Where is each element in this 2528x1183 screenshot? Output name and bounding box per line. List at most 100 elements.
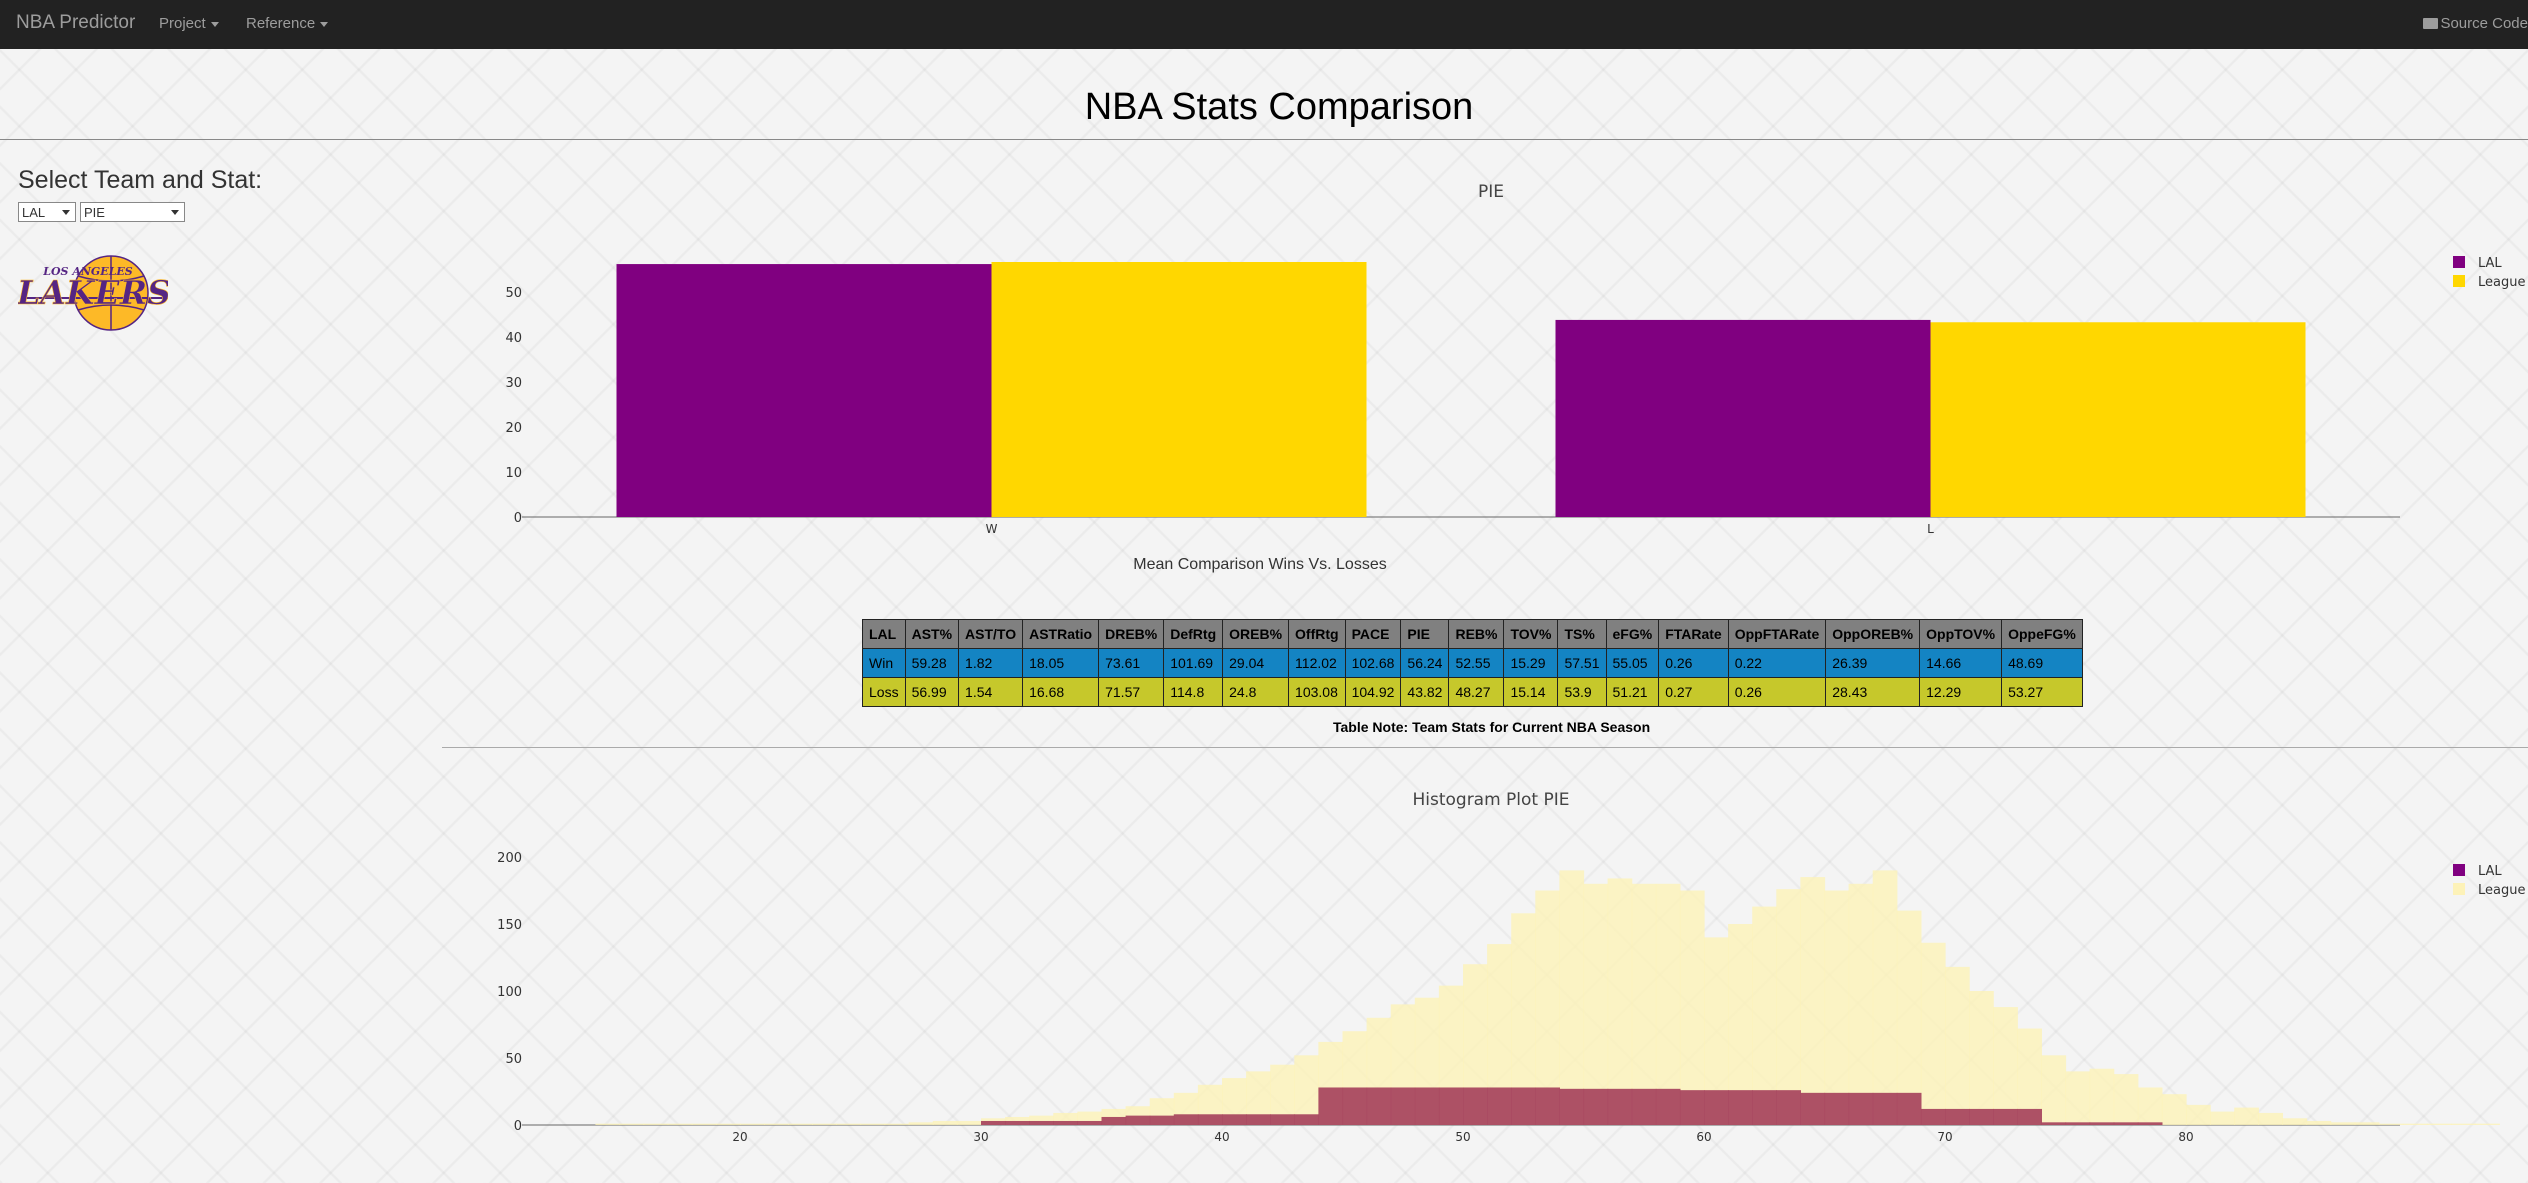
source-code-label: Source Code [2440, 15, 2528, 32]
team-hist-bar [1270, 1114, 1295, 1125]
team-select[interactable]: LAL [18, 202, 76, 222]
table-cell: 14.66 [1919, 648, 2003, 678]
league-hist-bar [2089, 1068, 2115, 1125]
league-hist-bar [1053, 1112, 1078, 1125]
table-cell: 56.24 [1400, 648, 1450, 678]
table-cell: 101.69 [1163, 648, 1224, 678]
league-hist-bar [2378, 1123, 2404, 1125]
league-hist-bar [1920, 942, 1946, 1125]
league-hist-bar [1776, 889, 1801, 1125]
team-hist-bar [1704, 1090, 1729, 1125]
league-hist-bar [1993, 1007, 2018, 1125]
team-hist-bar [1029, 1120, 1054, 1125]
table-header-cell: OREB% [1222, 619, 1290, 649]
team-hist-bar [1294, 1114, 1319, 1125]
league-hist-bar [691, 1123, 717, 1125]
source-code-link[interactable]: Source Code [2423, 15, 2528, 32]
league-hist-bar [1800, 877, 1826, 1125]
x-tick-label: 50 [1455, 1130, 1470, 1144]
team-hist-bar [1559, 1088, 1585, 1125]
table-cell: 15.29 [1503, 648, 1559, 678]
league-hist-bar [812, 1123, 837, 1125]
league-hist-bar [1679, 890, 1705, 1125]
team-hist-bar [1318, 1087, 1344, 1125]
table-cell: 102.68 [1344, 648, 1402, 678]
league-hist-bar [1487, 944, 1512, 1125]
team-hist-bar [1246, 1114, 1271, 1125]
team-hist-bar [1438, 1087, 1464, 1125]
league-hist-bar [1414, 997, 1440, 1125]
table-header-cell: OppOREB% [1825, 619, 1921, 649]
x-tick-label: W [986, 522, 998, 536]
reference-menu[interactable]: Reference [246, 15, 329, 32]
table-header-cell: PIE [1400, 619, 1450, 649]
table-cell: 1.82 [958, 648, 1024, 678]
team-hist-bar [1366, 1087, 1392, 1125]
league-hist-bar [715, 1123, 741, 1125]
navbar: NBA Predictor Project Reference Source C… [0, 0, 2528, 49]
table-cell: 53.27 [2001, 677, 2083, 707]
table-cell: 12.29 [1919, 677, 2003, 707]
league-hist-bar [2234, 1107, 2259, 1125]
league-hist-bar [1969, 991, 1994, 1125]
table-header-cell: DREB% [1098, 619, 1165, 649]
league-hist-bar [1511, 913, 1536, 1125]
brand-link[interactable]: NBA Predictor [16, 12, 136, 33]
league-hist-bar [2330, 1122, 2356, 1125]
table-cell: 59.28 [904, 648, 960, 678]
team-hist-bar [1053, 1120, 1078, 1125]
table-cell: 15.14 [1503, 677, 1559, 707]
league-hist-bar [788, 1123, 813, 1125]
league-hist-bar [981, 1118, 1006, 1125]
league-hist-bar [884, 1123, 910, 1125]
y-tick-label: 30 [505, 376, 522, 391]
league-hist-bar [1463, 964, 1488, 1125]
table-cell: 0.22 [1727, 648, 1827, 678]
league-hist-bar [1945, 966, 1970, 1125]
table-header-cell: PACE [1344, 619, 1402, 649]
table-cell: 48.27 [1448, 677, 1505, 707]
stat-select[interactable]: PIE [80, 202, 185, 222]
logo-main-text: LAKERS [18, 273, 168, 312]
league-hist-bar [2137, 1087, 2163, 1125]
league-hist-bar [1005, 1116, 1030, 1125]
league-hist-bar [1077, 1111, 1103, 1125]
select-label: Select Team and Stat: [18, 166, 263, 194]
chevron-down-icon [320, 21, 329, 27]
table-cell: 26.39 [1825, 648, 1921, 678]
team-hist-bar [1005, 1120, 1030, 1125]
league-hist-bar [2017, 1028, 2042, 1125]
y-tick-label: 200 [497, 851, 522, 866]
league-hist-bar [1631, 883, 1657, 1125]
y-tick-label: 150 [497, 918, 522, 933]
y-tick-label: 0 [514, 1119, 522, 1134]
league-hist-bar [860, 1123, 886, 1125]
league-hist-bar [1294, 1055, 1319, 1125]
league-hist-bar [956, 1120, 982, 1125]
table-cell: 0.26 [1658, 648, 1729, 678]
bar-chart-title: PIE [1478, 182, 1504, 202]
league-hist-bar [1583, 883, 1609, 1125]
team-hist-bar [1463, 1087, 1488, 1125]
x-tick-label: 60 [1696, 1130, 1711, 1144]
table-cell: 114.8 [1163, 677, 1224, 707]
project-menu-label: Project [159, 15, 206, 32]
league-hist-bar [1752, 906, 1777, 1125]
project-menu[interactable]: Project [159, 15, 219, 32]
folder-open-icon [2423, 18, 2439, 29]
table-header-row: LAL AST% AST/TO ASTRatio DREB% DefRtg OREB% Off… [862, 619, 2083, 649]
team-hist-bar [1920, 1108, 1946, 1125]
team-hist-bar [1728, 1090, 1753, 1125]
team-hist-bar [2017, 1108, 2042, 1125]
table-cell: 0.27 [1658, 677, 1729, 707]
logo-top-text: LOS ANGELES [42, 265, 133, 278]
table-header-cell: DefRtg [1163, 619, 1224, 649]
team-hist-bar [1149, 1115, 1175, 1125]
table-header-cell: LAL [862, 619, 906, 649]
team-hist-bar [1414, 1087, 1440, 1125]
stat-select-value: PIE [84, 205, 105, 220]
league-hist-bar [667, 1123, 693, 1125]
table-header-cell: FTARate [1658, 619, 1729, 649]
table-header-cell: TS% [1557, 619, 1607, 649]
table-header-cell: ASTRatio [1022, 619, 1100, 649]
